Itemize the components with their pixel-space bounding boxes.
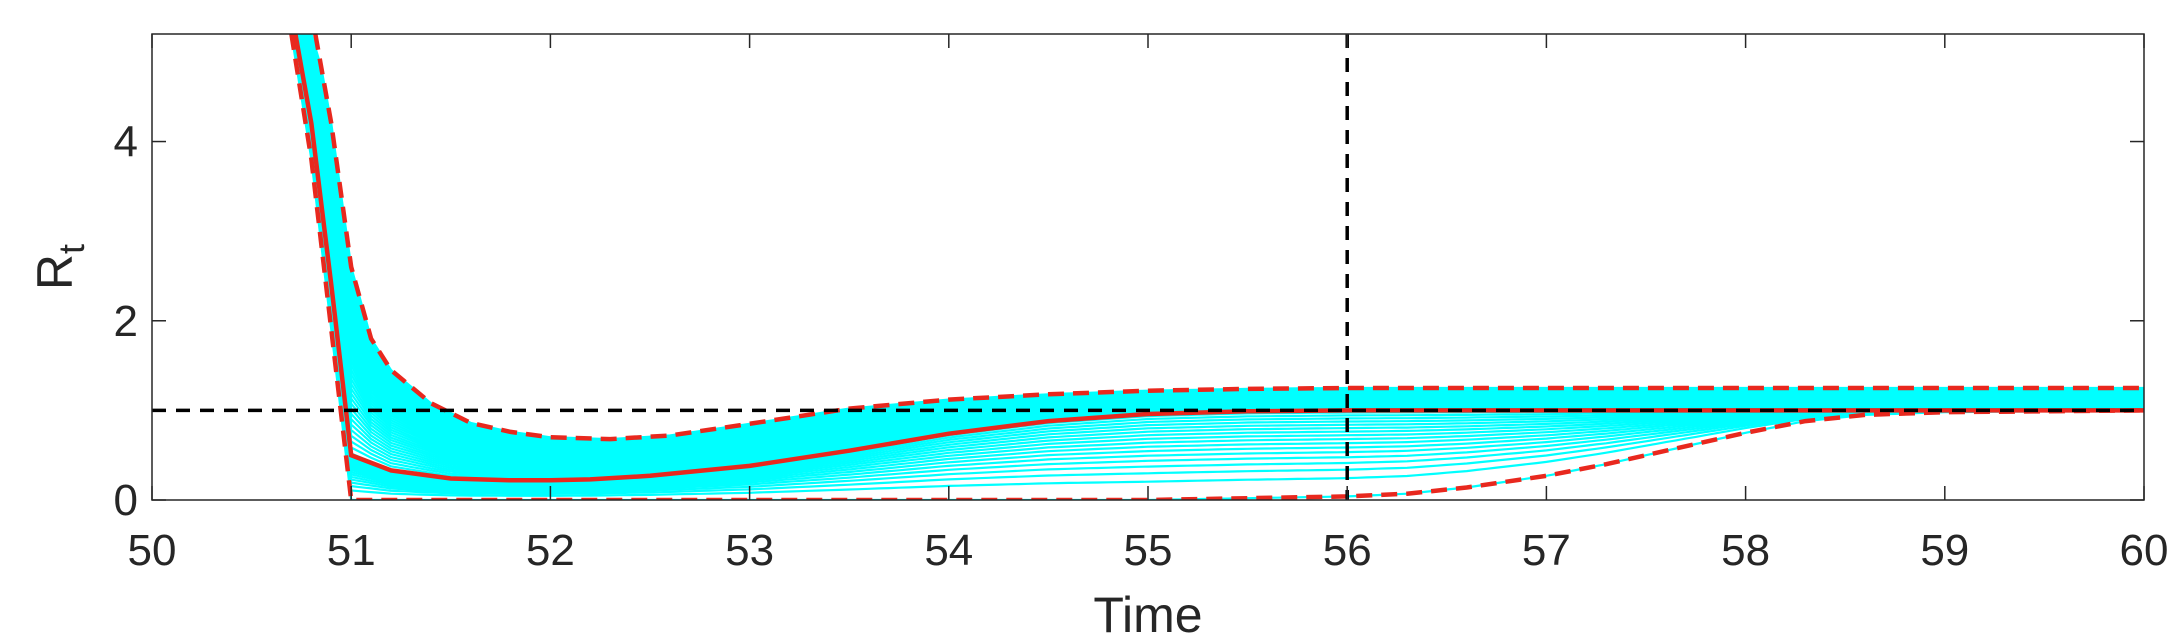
x-tick-label: 58 <box>1721 526 1770 575</box>
x-tick-label: 54 <box>924 526 973 575</box>
y-axis-label-main: R <box>27 254 83 290</box>
x-tick-label: 60 <box>2120 526 2169 575</box>
x-tick-label: 52 <box>526 526 575 575</box>
y-tick-label: 0 <box>114 476 138 525</box>
x-tick-label: 57 <box>1522 526 1571 575</box>
x-tick-label: 56 <box>1323 526 1372 575</box>
x-tick-label: 53 <box>725 526 774 575</box>
y-tick-label: 2 <box>114 297 138 346</box>
lower-bound-line <box>289 34 2144 500</box>
y-axis-label: Rt <box>27 244 92 290</box>
x-tick-label: 59 <box>1920 526 1969 575</box>
axis-ticks: 50 51 52 53 54 55 56 57 58 59 60 0 2 4 <box>114 34 2169 575</box>
x-tick-label: 50 <box>128 526 177 575</box>
y-tick-label: 4 <box>114 118 138 167</box>
x-tick-label: 51 <box>327 526 376 575</box>
reference-lines <box>152 34 2144 500</box>
upper-bound-line <box>313 34 2144 442</box>
x-axis-label: Time <box>1093 587 1202 643</box>
x-tick-label: 55 <box>1124 526 1173 575</box>
y-axis-label-sub: t <box>51 244 92 254</box>
